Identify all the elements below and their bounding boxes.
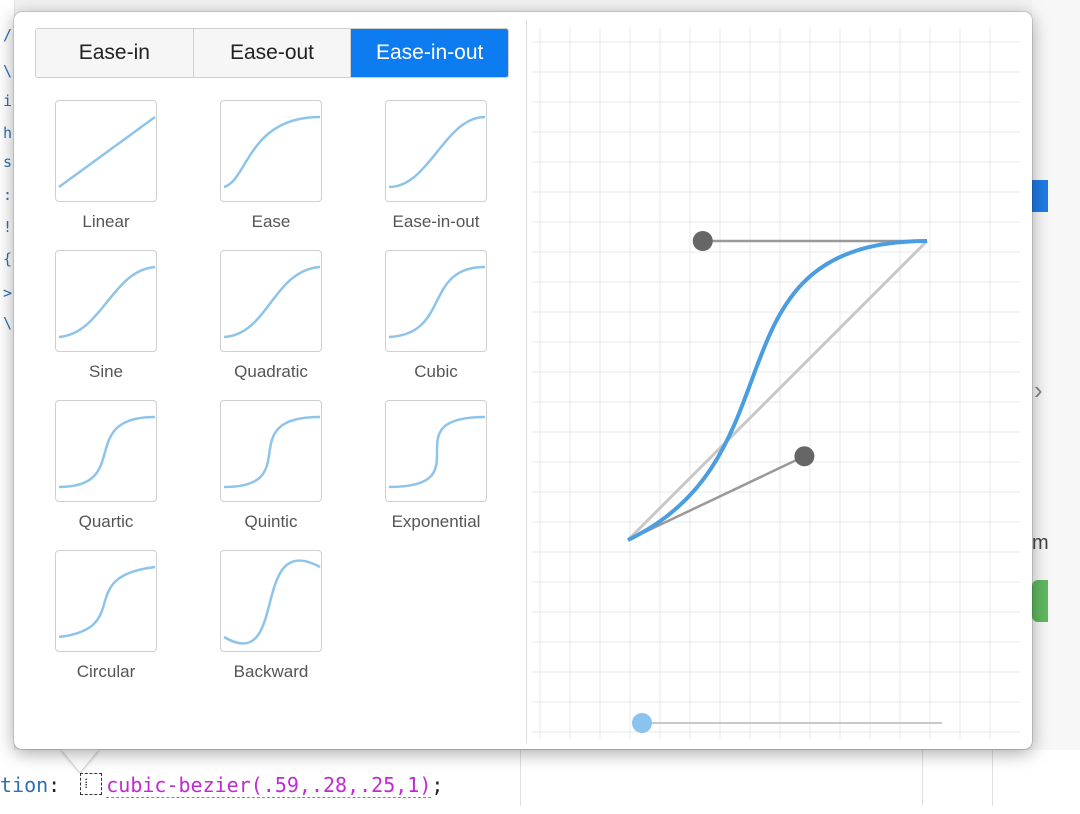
preview-dot (632, 713, 652, 733)
preset-label: Cubic (414, 362, 458, 381)
preset-curve (223, 415, 321, 489)
preset-label: Exponential (391, 512, 481, 531)
easing-type-tabs: Ease-in Ease-out Ease-in-out (35, 28, 509, 78)
preset-curve-icon (223, 559, 321, 645)
preset-thumbnail[interactable] (220, 250, 322, 352)
editor-guide-line (992, 750, 993, 806)
preset-sine[interactable]: Sine (54, 250, 158, 382)
preset-curve-icon (388, 415, 486, 489)
preset-thumbnail[interactable] (385, 250, 487, 352)
preset-thumbnail[interactable] (55, 400, 157, 502)
preset-thumbnail[interactable] (385, 400, 487, 502)
right-panel (1032, 0, 1080, 750)
gutter-glyph: i (3, 92, 13, 110)
preset-label: Ease (251, 212, 291, 231)
preset-curve (223, 265, 321, 339)
css-property: tion (0, 773, 49, 797)
tab-ease-in-out[interactable]: Ease-in-out (351, 29, 508, 77)
preset-curve-icon (58, 115, 156, 189)
bezier-swatch-icon: ⁞ (84, 776, 89, 792)
preset-quadratic[interactable]: Quadratic (219, 250, 323, 382)
preset-curve-icon (58, 415, 156, 489)
preset-label: Ease-in-out (392, 212, 480, 231)
preset-thumbnail[interactable] (220, 100, 322, 202)
panel-divider (526, 20, 527, 743)
linear-reference-line (626, 239, 929, 542)
code-editor-area (0, 750, 1080, 814)
bezier-curve (627, 239, 928, 542)
preset-curve-icon (58, 265, 156, 339)
preset-curve-icon (388, 265, 486, 339)
preset-thumbnail[interactable] (55, 550, 157, 652)
preset-circular[interactable]: Circular (54, 550, 158, 682)
gutter-glyph: / (3, 26, 13, 44)
preset-curve-icon (58, 565, 156, 639)
preset-curve (58, 565, 156, 639)
preset-label: Quintic (244, 512, 298, 531)
css-value[interactable]: cubic-bezier(.59,.28,.25,1) (106, 773, 432, 798)
control-handle-line-1 (627, 455, 805, 542)
editor-gutter: / \ i h s:! { > \ (0, 0, 15, 814)
bezier-graph[interactable] (528, 20, 1028, 745)
control-point-2[interactable] (692, 231, 713, 251)
editor-guide-line (520, 750, 521, 806)
preset-curve (388, 265, 486, 339)
gutter-glyph: { (3, 250, 13, 268)
preset-label: Sine (88, 362, 124, 381)
gutter-glyph: s (3, 153, 13, 171)
gutter-glyph: \ (3, 62, 13, 80)
preset-thumbnail[interactable] (55, 250, 157, 352)
preset-curve (58, 415, 156, 489)
preset-exponential[interactable]: Exponential (384, 400, 488, 532)
gutter-glyph: : (3, 186, 13, 204)
preset-curve-icon (388, 115, 486, 189)
css-declaration[interactable]: tion: ⁞ cubic-bezier(.59,.28,.25,1); (0, 773, 444, 798)
gutter-glyph: ! (3, 218, 13, 236)
preset-quartic[interactable]: Quartic (54, 400, 158, 532)
editor-guide-line (922, 750, 923, 806)
right-panel-selection (1032, 180, 1048, 212)
css-semicolon: ; (431, 773, 444, 797)
preset-ease[interactable]: Ease (219, 100, 323, 232)
preset-label: Linear (82, 212, 130, 231)
right-panel-green-badge (1032, 580, 1048, 622)
preset-label: Quadratic (234, 362, 308, 381)
preset-curve-icon (223, 115, 321, 189)
preset-curve (58, 265, 156, 339)
tab-ease-in[interactable]: Ease-in (36, 29, 194, 77)
bezier-editor-popover: Ease-in Ease-out Ease-in-out Linear Ease E… (14, 12, 1032, 749)
css-colon: : (48, 773, 61, 797)
preset-linear[interactable]: Linear (54, 100, 158, 232)
preset-backward[interactable]: Backward (219, 550, 323, 682)
preset-curve-icon (223, 415, 321, 489)
bezier-curve-editor[interactable] (528, 20, 1028, 745)
preset-quintic[interactable]: Quintic (219, 400, 323, 532)
popover-arrow (60, 748, 100, 772)
preset-thumbnail[interactable] (220, 400, 322, 502)
preset-thumbnail[interactable] (220, 550, 322, 652)
gutter-glyph: h (3, 124, 13, 142)
preset-curve (223, 115, 321, 189)
editor-grid (532, 28, 1020, 739)
preset-curve (223, 559, 321, 645)
preset-thumbnail[interactable] (385, 100, 487, 202)
preset-curve (388, 415, 486, 489)
preset-label: Circular (76, 662, 136, 681)
preset-label: Backward (233, 662, 309, 681)
preset-curve (388, 115, 486, 189)
preset-thumbnail[interactable] (55, 100, 157, 202)
chevron-right-icon[interactable]: › (1034, 375, 1043, 405)
tab-ease-out[interactable]: Ease-out (193, 29, 352, 77)
preset-curve (58, 115, 156, 189)
control-point-1[interactable] (794, 446, 815, 467)
bezier-swatch-button[interactable]: ⁞ (80, 773, 103, 795)
preset-ease-in-out[interactable]: Ease-in-out (384, 100, 488, 232)
preset-cubic[interactable]: Cubic (384, 250, 488, 382)
gutter-glyph: \ (3, 314, 13, 332)
right-panel-text: m (1032, 532, 1049, 554)
preset-label: Quartic (78, 512, 134, 531)
preset-curve-icon (223, 265, 321, 339)
gutter-glyph: > (3, 284, 13, 302)
